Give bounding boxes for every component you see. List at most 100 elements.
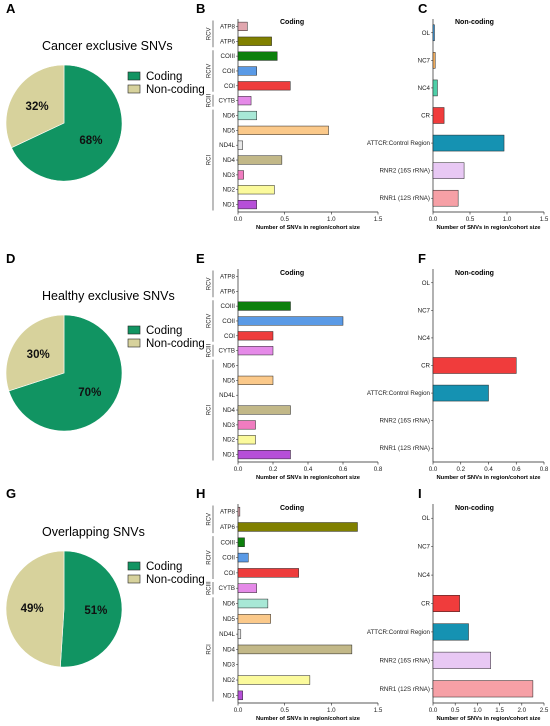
bar-atp6 bbox=[237, 522, 358, 532]
category-label: NC4 bbox=[418, 572, 431, 579]
bar-nd4 bbox=[237, 644, 353, 655]
category-label: ATTCR:Control Region bbox=[367, 140, 431, 147]
bar-nd1 bbox=[237, 450, 291, 460]
category-label: ND4 bbox=[223, 646, 236, 653]
x-tick-label: 0.8 bbox=[374, 466, 383, 473]
x-axis-label: Number of SNVs in region/cohort size bbox=[436, 475, 541, 481]
legend-label: Non-coding bbox=[146, 84, 205, 96]
chart-title: Coding bbox=[280, 505, 304, 512]
x-tick-label: 1.5 bbox=[374, 216, 383, 223]
bar-chart-f: Non-coding 0.0 0.2 0.4 0.6 0.8 Number of SNVs … bbox=[367, 269, 549, 481]
pie-slice-coding bbox=[11, 64, 123, 182]
panel-letter-a: A bbox=[6, 1, 16, 16]
panel-letter-e: E bbox=[196, 251, 205, 266]
category-label: RNR2 (16S rRNA) bbox=[379, 657, 430, 664]
x-tick-label: 2.5 bbox=[540, 707, 549, 714]
category-label: ATP6 bbox=[220, 288, 236, 295]
group-label: RCV bbox=[207, 28, 213, 41]
legend-swatch bbox=[127, 561, 141, 571]
bar-rnr2-16s-rrna- bbox=[432, 162, 465, 179]
bar-nd6 bbox=[237, 598, 269, 609]
bar-nd2 bbox=[237, 435, 256, 445]
bar-nd4l bbox=[237, 140, 243, 150]
category-label: OL bbox=[422, 280, 431, 287]
category-label: ATP8 bbox=[220, 23, 236, 30]
category-label: RNR2 (16S rRNA) bbox=[379, 418, 430, 425]
x-tick-label: 0.5 bbox=[451, 707, 460, 714]
x-tick-label: 1.0 bbox=[503, 216, 512, 223]
category-label: RNR2 (16S rRNA) bbox=[379, 168, 430, 175]
category-label: ND4L bbox=[219, 142, 235, 149]
bar-coiii bbox=[237, 301, 291, 311]
bar-rnr2-16s-rrna- bbox=[432, 651, 491, 669]
bar-nd5 bbox=[237, 614, 271, 624]
category-label: ND4 bbox=[223, 157, 236, 164]
group-label: RCIII bbox=[207, 581, 213, 595]
category-label: COII bbox=[222, 318, 235, 325]
bar-atp8 bbox=[237, 21, 248, 31]
bar-nd1 bbox=[237, 200, 257, 210]
category-label: CR bbox=[421, 601, 430, 608]
category-label: ATP6 bbox=[220, 524, 236, 531]
bar-cytb bbox=[237, 583, 257, 593]
pie-slice-label: 51% bbox=[84, 605, 107, 617]
x-axis-label: Number of SNVs in region/cohort size bbox=[256, 475, 361, 481]
category-label: ND4L bbox=[219, 631, 235, 638]
category-label: ND2 bbox=[223, 187, 236, 194]
x-tick-label: 0.0 bbox=[429, 707, 438, 714]
category-label: ND3 bbox=[223, 422, 236, 429]
category-label: COI bbox=[224, 333, 235, 340]
legend-swatch bbox=[127, 84, 141, 94]
x-tick-label: 0.0 bbox=[429, 466, 438, 473]
category-label: ND4 bbox=[223, 407, 236, 414]
legend-label: Coding bbox=[146, 325, 182, 337]
pie-slice-label: 32% bbox=[26, 101, 49, 113]
category-label: RNR1 (12S rRNA) bbox=[379, 195, 430, 202]
bar-nd6 bbox=[237, 110, 257, 121]
pie-title-d: Healthy exclusive SNVs bbox=[42, 289, 175, 303]
x-tick-label: 0.8 bbox=[540, 466, 549, 473]
category-label: NC7 bbox=[418, 57, 431, 64]
x-tick-label: 0.2 bbox=[456, 466, 465, 473]
category-label: CYTB bbox=[218, 585, 235, 592]
panel-letter-g: G bbox=[6, 486, 16, 501]
x-tick-label: 0.0 bbox=[234, 707, 243, 714]
x-tick-label: 0.5 bbox=[466, 216, 475, 223]
bar-nd4l bbox=[237, 629, 242, 639]
category-label: ND1 bbox=[223, 692, 236, 699]
x-tick-label: 0.0 bbox=[429, 216, 438, 223]
group-label: RCIII bbox=[207, 93, 213, 107]
x-tick-label: 0.2 bbox=[269, 466, 278, 473]
legend-swatch bbox=[127, 325, 141, 335]
pie-slice-label: 68% bbox=[79, 135, 102, 147]
bar-attcr-control-region bbox=[432, 623, 469, 641]
bar-atp8 bbox=[237, 506, 241, 517]
legend-swatch bbox=[127, 574, 141, 584]
bar-coi bbox=[237, 81, 291, 91]
bar-nc7 bbox=[432, 52, 436, 69]
x-tick-label: 1.0 bbox=[473, 707, 482, 714]
pie-slice-label: 30% bbox=[27, 349, 50, 361]
legend-swatch bbox=[127, 71, 141, 81]
category-label: ND6 bbox=[223, 113, 236, 120]
bar-attcr-control-region bbox=[432, 134, 505, 152]
chart-title: Non-coding bbox=[455, 19, 494, 26]
category-label: OL bbox=[422, 30, 431, 37]
x-tick-label: 1.0 bbox=[327, 216, 336, 223]
bar-ol bbox=[432, 24, 435, 42]
group-label: RCIII bbox=[207, 343, 213, 357]
bar-chart-e: Coding 0.0 0.2 0.4 0.6 0.8 Number of SNVs in r… bbox=[207, 269, 383, 481]
x-axis-label: Number of SNVs in region/cohort size bbox=[256, 225, 361, 231]
x-tick-label: 0.0 bbox=[234, 216, 243, 223]
x-tick-label: 0.5 bbox=[280, 707, 289, 714]
pie-slice-non-coding bbox=[5, 314, 65, 392]
bar-chart-b: Coding 0.0 0.5 1.0 1.5 Number of SNVs in regi… bbox=[207, 19, 383, 231]
category-label: ND5 bbox=[223, 377, 236, 384]
pie-chart-d: 70% 30% bbox=[5, 314, 123, 432]
pie-slice-coding bbox=[8, 314, 123, 432]
category-label: ND6 bbox=[223, 363, 236, 370]
panel-letter-f: F bbox=[418, 251, 426, 266]
